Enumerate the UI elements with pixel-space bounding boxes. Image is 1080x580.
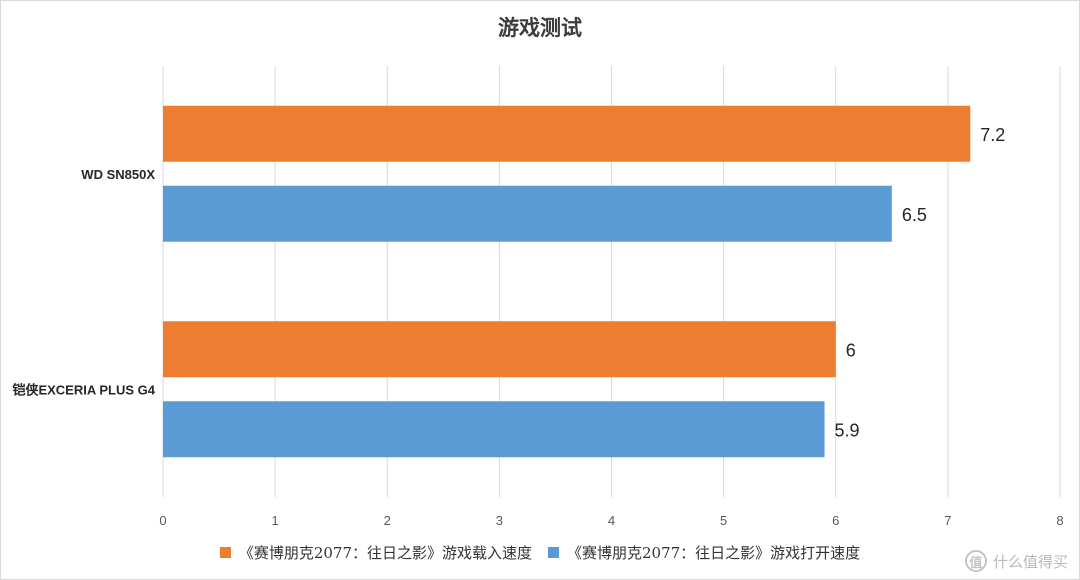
x-tick-label: 3 bbox=[496, 513, 503, 528]
x-tick-label: 8 bbox=[1056, 513, 1063, 528]
bar-0-1 bbox=[163, 185, 892, 242]
data-label: 6 bbox=[846, 340, 856, 360]
category-label: 铠侠EXCERIA PLUS G4 bbox=[12, 382, 155, 397]
x-tick-label: 1 bbox=[272, 513, 279, 528]
x-tick-label: 4 bbox=[608, 513, 615, 528]
x-tick-label: 5 bbox=[720, 513, 727, 528]
legend: 《赛博朋克2077：往日之影》游戏载入速度 《赛博朋克2077：往日之影》游戏打… bbox=[0, 542, 1080, 563]
chart-title: 游戏测试 bbox=[498, 15, 582, 40]
watermark-logo-icon: 值 bbox=[964, 550, 987, 572]
bar-1-0 bbox=[163, 321, 836, 378]
data-label: 5.9 bbox=[835, 420, 860, 440]
bar-0-0 bbox=[163, 105, 971, 162]
category-label: WD SN850X bbox=[81, 167, 155, 182]
legend-item-open-speed: 《赛博朋克2077：往日之影》游戏打开速度 bbox=[548, 542, 860, 563]
x-tick-label: 0 bbox=[159, 513, 166, 528]
x-tick-label: 2 bbox=[384, 513, 391, 528]
data-label: 7.2 bbox=[980, 125, 1005, 145]
x-tick-label: 6 bbox=[832, 513, 839, 528]
legend-swatch-load-speed bbox=[219, 547, 231, 558]
data-label: 6.5 bbox=[902, 205, 927, 225]
watermark-text: 什么值得买 bbox=[992, 552, 1068, 571]
legend-label-load-speed: 《赛博朋克2077：往日之影》游戏载入速度 bbox=[238, 544, 532, 562]
bar-1-1 bbox=[163, 401, 825, 458]
x-tick-label: 7 bbox=[944, 513, 951, 528]
legend-label-open-speed: 《赛博朋克2077：往日之影》游戏打开速度 bbox=[567, 544, 861, 562]
legend-swatch-open-speed bbox=[548, 547, 559, 558]
legend-item-load-speed: 《赛博朋克2077：往日之影》游戏载入速度 bbox=[219, 542, 532, 563]
watermark: 值 什么值得买 bbox=[964, 550, 1068, 572]
